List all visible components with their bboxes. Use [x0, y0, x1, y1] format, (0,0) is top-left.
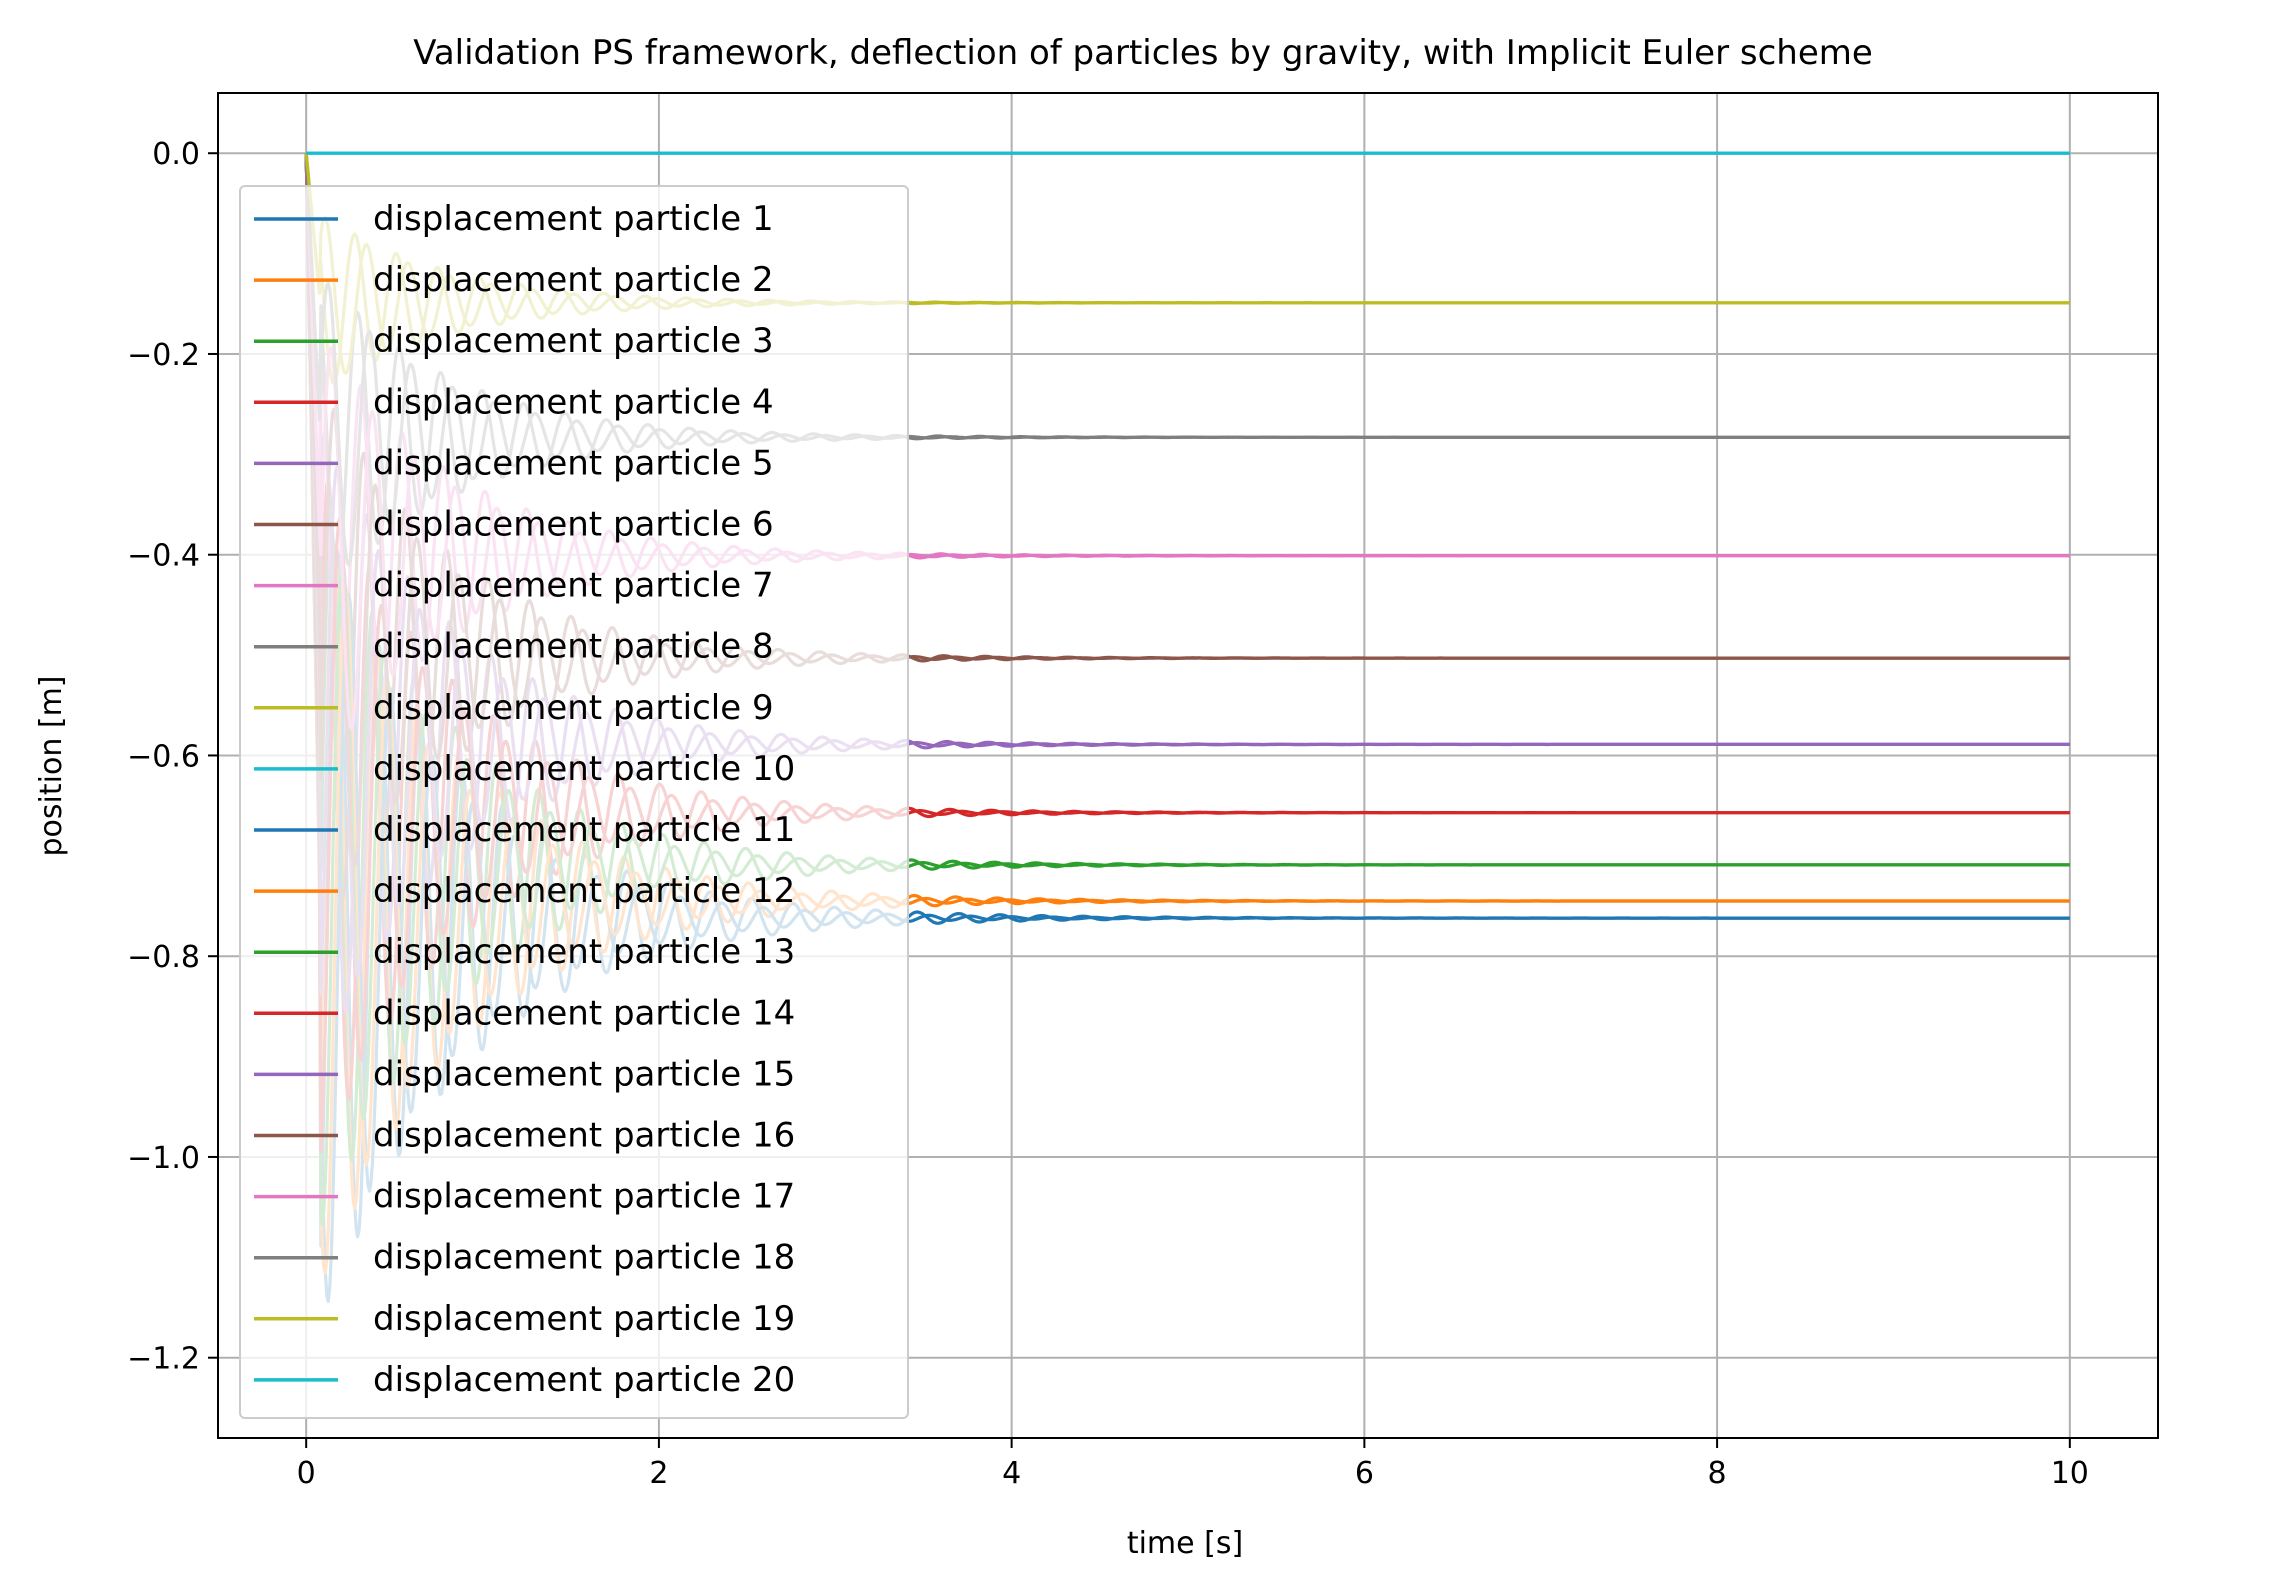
legend-label: displacement particle 12 [373, 871, 795, 911]
x-tick-label: 0 [297, 1456, 316, 1491]
y-tick-label: −0.4 [127, 539, 200, 574]
y-tick-label: −0.8 [127, 940, 200, 975]
legend-label: displacement particle 20 [373, 1360, 795, 1400]
legend-label: displacement particle 9 [373, 688, 774, 728]
legend-label: displacement particle 4 [373, 382, 774, 422]
legend-label: displacement particle 3 [373, 321, 774, 361]
x-tick-label: 4 [1002, 1456, 1021, 1491]
y-tick-label: −0.6 [127, 739, 200, 774]
y-tick-label: −1.2 [127, 1342, 200, 1377]
legend-label: displacement particle 2 [373, 260, 774, 300]
y-tick-label: −0.2 [127, 338, 200, 373]
legend: displacement particle 1 displacement part… [239, 185, 909, 1419]
x-tick-label: 10 [2051, 1456, 2089, 1491]
legend-label: displacement particle 11 [373, 810, 795, 850]
legend-label: displacement particle 5 [373, 443, 774, 483]
legend-label: displacement particle 17 [373, 1177, 795, 1217]
y-axis-ticks: 0.0 −0.2 −0.4 −0.6 −0.8 −1.0 −1.2 [127, 137, 218, 1377]
y-axis-label: position [m] [34, 676, 69, 857]
x-tick-label: 8 [1708, 1456, 1727, 1491]
legend-label: displacement particle 1 [373, 199, 774, 239]
legend-label: displacement particle 13 [373, 932, 795, 972]
legend-frame [239, 185, 909, 1419]
legend-label: displacement particle 8 [373, 627, 774, 667]
legend-label: displacement particle 15 [373, 1054, 795, 1094]
x-axis-ticks: 0 2 4 6 8 10 [297, 1438, 2089, 1491]
y-tick-label: −1.0 [127, 1141, 200, 1176]
legend-label: displacement particle 19 [373, 1299, 795, 1339]
y-tick-label: 0.0 [152, 137, 200, 172]
legend-label: displacement particle 6 [373, 505, 774, 545]
plot-frame [217, 92, 2159, 1439]
x-tick-label: 6 [1355, 1456, 1374, 1491]
chart-title: Validation PS framework, deflection of p… [413, 33, 1873, 73]
legend-label: displacement particle 14 [373, 993, 795, 1033]
legend-label: displacement particle 16 [373, 1116, 795, 1156]
legend-label: displacement particle 18 [373, 1238, 795, 1278]
x-tick-label: 2 [649, 1456, 668, 1491]
legend-label: displacement particle 7 [373, 566, 774, 606]
x-axis-label: time [s] [1127, 1526, 1243, 1561]
legend-label: displacement particle 10 [373, 749, 795, 789]
